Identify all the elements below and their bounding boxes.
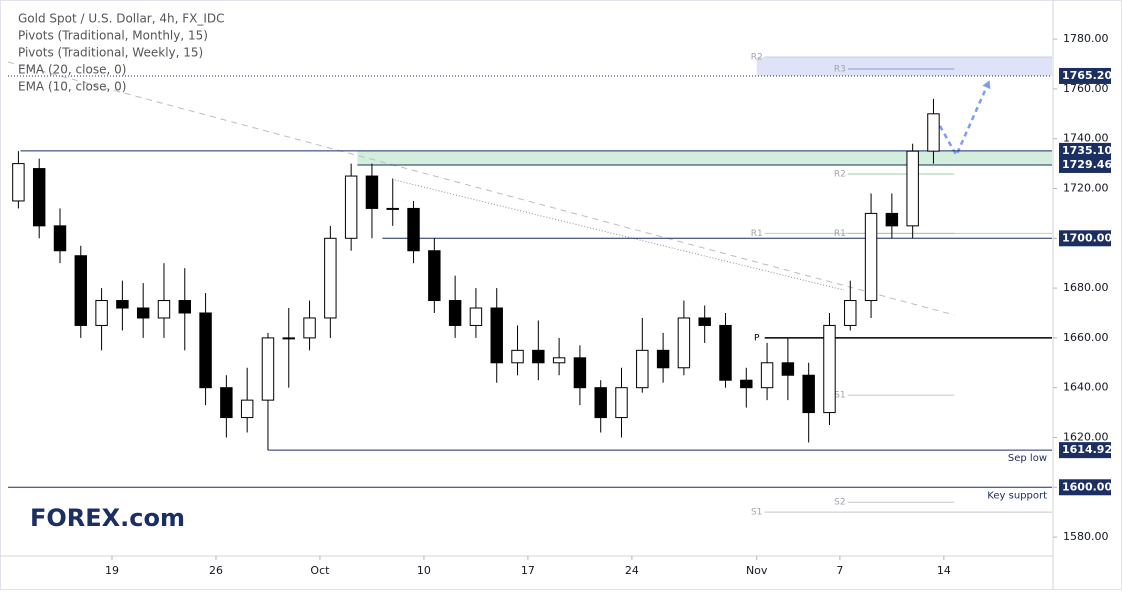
annotation: Key support xyxy=(987,490,1047,501)
candle-body xyxy=(32,168,46,227)
candle-body xyxy=(511,349,524,364)
pivot-label: R2 xyxy=(834,170,846,180)
pivot-label: R2 xyxy=(751,53,763,63)
x-tick-label: Nov xyxy=(746,564,768,577)
candle-body xyxy=(677,317,691,369)
candle-body xyxy=(594,387,607,419)
level-label: 1735.10 xyxy=(1062,144,1112,157)
legend-entry: Pivots (Traditional, Weekly, 15) xyxy=(18,46,203,60)
candle-body xyxy=(781,362,795,376)
candle-body xyxy=(344,175,358,239)
candle-body xyxy=(573,357,587,389)
candle-body xyxy=(490,307,503,364)
pivot-label: R1 xyxy=(834,229,846,239)
y-tick-label: 1660.00 xyxy=(1063,331,1109,344)
trend-line xyxy=(7,61,955,316)
candle-body xyxy=(365,175,379,209)
candle-body xyxy=(12,163,25,202)
candle-body xyxy=(448,300,462,326)
level-label-box xyxy=(1059,479,1111,496)
y-tick-label: 1740.00 xyxy=(1063,132,1109,145)
candle-body xyxy=(740,379,753,389)
candle-body xyxy=(760,362,774,389)
candle-body xyxy=(802,374,815,414)
candle-body xyxy=(636,349,649,389)
candle-body xyxy=(116,300,129,309)
y-tick-label: 1680.00 xyxy=(1063,281,1109,294)
candle-body xyxy=(469,307,483,326)
candle-body xyxy=(615,387,628,419)
candle-body xyxy=(844,300,857,326)
candle-body xyxy=(157,300,171,319)
candle-body xyxy=(656,349,670,369)
candle-body xyxy=(178,300,191,314)
pivot-label: P xyxy=(754,333,760,343)
candle-body xyxy=(698,317,711,326)
candle-body xyxy=(386,207,399,210)
candle-body xyxy=(282,337,295,340)
annotation: Sep low xyxy=(1008,453,1047,464)
y-tick-label: 1640.00 xyxy=(1063,381,1109,394)
candle-body xyxy=(324,237,337,319)
level-label: 1765.20 xyxy=(1062,69,1112,82)
level-label-box xyxy=(1059,67,1111,84)
level-label-box xyxy=(1059,156,1111,173)
candle-body xyxy=(428,250,441,302)
candle-body xyxy=(823,324,836,414)
zone xyxy=(756,57,1052,76)
zone xyxy=(357,150,1052,165)
candle-body xyxy=(220,387,233,419)
level-label: 1614.92 xyxy=(1062,443,1112,456)
logo: FOREX.com xyxy=(30,504,185,532)
candle-body xyxy=(552,357,566,364)
x-tick-label: 19 xyxy=(105,564,119,577)
candle-body xyxy=(407,207,420,252)
candle-body xyxy=(136,307,150,319)
y-tick-label: 1780.00 xyxy=(1063,32,1109,45)
candle-body xyxy=(906,150,919,227)
candle-body xyxy=(53,225,67,252)
trend-line xyxy=(394,179,845,291)
x-tick-label: 17 xyxy=(521,564,535,577)
candle-body xyxy=(532,349,545,364)
candle-body xyxy=(240,399,254,419)
candle-body xyxy=(864,212,878,302)
candle-body xyxy=(95,300,108,326)
level-label: 1729.46 xyxy=(1062,158,1112,171)
pivot-label: S2 xyxy=(834,498,845,508)
candle-body xyxy=(261,337,275,401)
level-label: 1700.00 xyxy=(1062,231,1112,244)
y-tick-label: 1760.00 xyxy=(1063,82,1109,95)
y-tick-label: 1620.00 xyxy=(1063,430,1109,443)
candle-body xyxy=(719,324,732,381)
level-label-box xyxy=(1059,142,1111,159)
x-tick-label: 10 xyxy=(417,564,431,577)
candle-body xyxy=(885,212,899,227)
level-label-box xyxy=(1059,230,1111,247)
candle-body xyxy=(199,312,212,389)
candle-body xyxy=(927,113,940,152)
legend-entry: Gold Spot / U.S. Dollar, 4h, FX_IDC xyxy=(18,12,225,26)
pivot-label: S1 xyxy=(834,391,845,401)
x-tick-label: 26 xyxy=(209,564,223,577)
legend-entry: Pivots (Traditional, Monthly, 15) xyxy=(18,29,208,43)
candle-body xyxy=(303,317,316,339)
candle-body xyxy=(74,255,88,326)
legend-entry: EMA (20, close, 0) xyxy=(18,63,126,77)
pivot-label: R1 xyxy=(751,229,763,239)
x-tick-label: 7 xyxy=(836,564,843,577)
y-tick-label: 1580.00 xyxy=(1063,530,1109,543)
level-label: 1600.00 xyxy=(1062,480,1112,493)
x-tick-label: 14 xyxy=(937,564,951,577)
pivot-label: S1 xyxy=(751,508,762,518)
y-tick-label: 1720.00 xyxy=(1063,182,1109,195)
legend-entry: EMA (10, close, 0) xyxy=(18,80,126,94)
level-label-box xyxy=(1059,442,1111,459)
arrow-head xyxy=(982,80,991,90)
x-tick-label: Oct xyxy=(310,564,330,577)
x-tick-label: 24 xyxy=(625,564,639,577)
pivot-label: R3 xyxy=(834,64,846,74)
